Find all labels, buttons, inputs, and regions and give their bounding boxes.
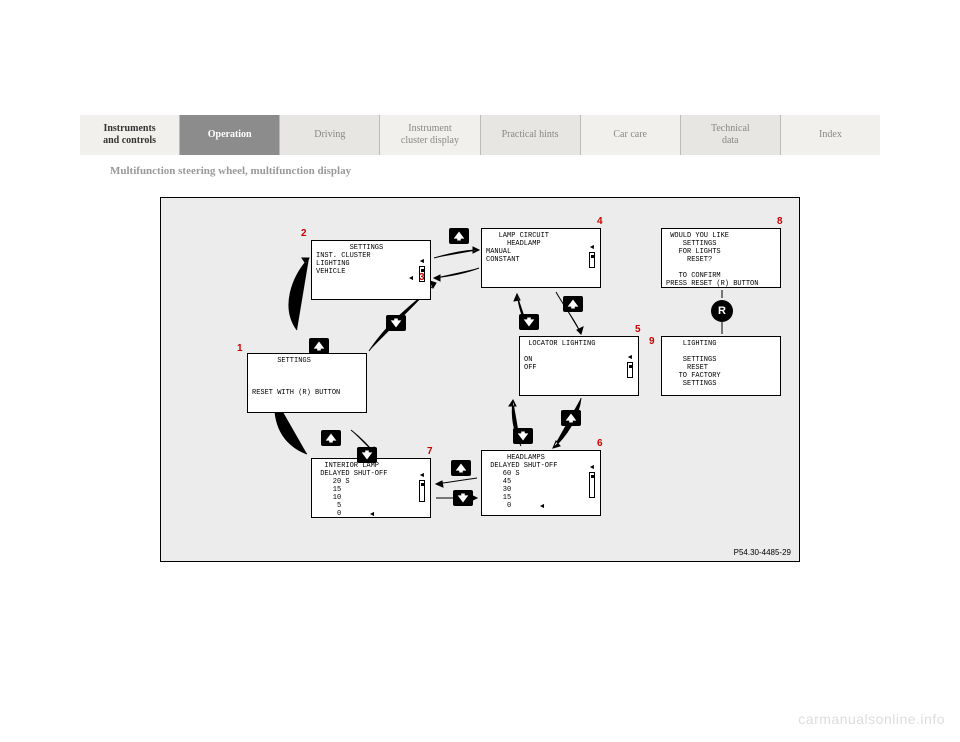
watermark: carmanualsonline.info (798, 711, 945, 727)
arrow-up-icon (563, 296, 583, 312)
arrow-up-icon (561, 410, 581, 426)
flow-diagram: P54.30-4485-29 1 SETTINGS RESET WITH (R)… (160, 197, 800, 562)
screen-label-7: 7 (427, 446, 433, 457)
screen-4: LAMP CIRCUIT HEADLAMP MANUAL CONSTANT◄ (481, 228, 601, 288)
tab-7[interactable]: Index (781, 115, 880, 155)
arrow-up-icon (309, 338, 329, 354)
tab-3[interactable]: Instrumentcluster display (380, 115, 480, 155)
tab-6[interactable]: Technicaldata (681, 115, 781, 155)
screen-label-1: 1 (237, 343, 243, 354)
figure-code: P54.30-4485-29 (734, 548, 791, 557)
reset-button-icon: R (711, 300, 733, 322)
screen-6: HEADLAMPS DELAYED SHUT-OFF 60 S 45 30 15… (481, 450, 601, 516)
screen-label-9: 9 (649, 336, 655, 347)
screen-label-2: 2 (301, 228, 307, 239)
arrow-down-icon (453, 490, 473, 506)
screen-label-6: 6 (597, 438, 603, 449)
tab-4[interactable]: Practical hints (481, 115, 581, 155)
selector: ◄ (418, 259, 426, 283)
arrow-up-icon (451, 460, 471, 476)
page-subtitle: Multifunction steering wheel, multifunct… (110, 165, 880, 177)
screen-label-5: 5 (635, 324, 641, 335)
arrow-down-icon (386, 315, 406, 331)
tab-0[interactable]: Instrumentsand controls (80, 115, 180, 155)
arrow-up-icon (321, 430, 341, 446)
tab-1[interactable]: Operation (180, 115, 280, 155)
screen-5: LOCATOR LIGHTING ON OFF◄ (519, 336, 639, 396)
tab-bar: Instrumentsand controlsOperationDrivingI… (80, 115, 880, 155)
tab-2[interactable]: Driving (280, 115, 380, 155)
tab-5[interactable]: Car care (581, 115, 681, 155)
screen-7: INTERIOR LAMP DELAYED SHUT-OFF 20 S 15 1… (311, 458, 431, 518)
arrow-down-icon (357, 447, 377, 463)
screen-8: WOULD YOU LIKE SETTINGS FOR LIGHTS RESET… (661, 228, 781, 288)
arrow-up-icon (449, 228, 469, 244)
screen-label-4: 4 (597, 216, 603, 227)
screen-1: SETTINGS RESET WITH (R) BUTTON (247, 353, 367, 413)
selector: ◄ (588, 465, 596, 499)
arrow-down-icon (513, 428, 533, 444)
selector: ◄ (418, 473, 426, 503)
screen-label-8: 8 (777, 216, 783, 227)
screen-9: LIGHTING SETTINGS RESET TO FACTORY SETTI… (661, 336, 781, 396)
selector: ◄ (626, 355, 634, 379)
arrow-down-icon (519, 314, 539, 330)
selector: ◄ (588, 245, 596, 269)
screen-2: SETTINGS INST. CLUSTER LIGHTING VEHICLE3… (311, 240, 431, 300)
